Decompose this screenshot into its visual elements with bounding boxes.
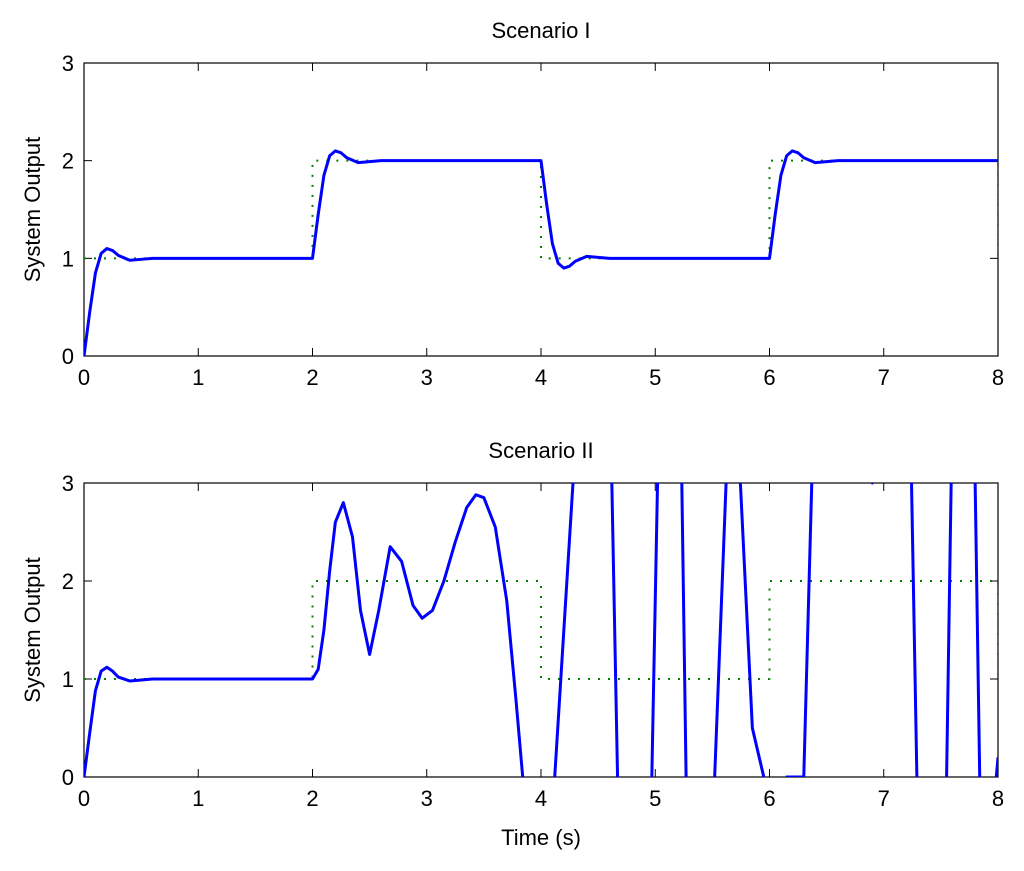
x-axis-label: Time (s): [501, 825, 581, 850]
x-tick-label: 8: [992, 786, 1004, 811]
y-tick-label: 1: [62, 667, 74, 692]
x-tick-label: 7: [878, 365, 890, 390]
chart-title: Scenario I: [491, 18, 590, 43]
output-line: [84, 149, 998, 356]
y-tick-label: 0: [62, 344, 74, 369]
output-series: [84, 483, 998, 777]
x-tick-label: 2: [306, 786, 318, 811]
y-tick-label: 2: [62, 569, 74, 594]
scenario-ii-panel: Scenario II System Output Time (s) 0 1 2 3 4…: [20, 438, 1004, 850]
x-tick-label: 2: [306, 365, 318, 390]
tick-group: 0 1 2 3 4 5 6 7 8 0 1 2 3: [62, 471, 1004, 811]
scenario-i-panel: Scenario I System Output 0 1 2 3 4 5 6 7 8 0 1 2 3: [20, 18, 1004, 390]
reference-line: [84, 580, 998, 680]
x-tick-label: 8: [992, 365, 1004, 390]
plot-frame: [83, 482, 999, 778]
tick-group: 0 1 2 3 4 5 6 7 8 0 1 2 3: [62, 51, 1004, 390]
output-line: [84, 483, 998, 777]
x-tick-label: 4: [535, 365, 547, 390]
output-series: [84, 149, 998, 356]
y-axis-label: System Output: [20, 137, 45, 283]
y-tick-label: 3: [62, 51, 74, 76]
x-tick-label: 0: [78, 786, 90, 811]
x-tick-label: 6: [763, 365, 775, 390]
x-tick-label: 6: [763, 786, 775, 811]
y-tick-label: 3: [62, 471, 74, 496]
x-tick-label: 1: [192, 786, 204, 811]
y-axis-label: System Output: [20, 557, 45, 703]
x-tick-label: 5: [649, 786, 661, 811]
x-tick-label: 0: [78, 365, 90, 390]
y-tick-label: 1: [62, 246, 74, 271]
x-tick-label: 4: [535, 786, 547, 811]
plot-frame: [83, 62, 999, 357]
reference-series: [84, 580, 998, 680]
x-tick-label: 7: [878, 786, 890, 811]
x-tick-label: 3: [421, 365, 433, 390]
y-tick-label: 0: [62, 765, 74, 790]
x-tick-label: 5: [649, 365, 661, 390]
y-tick-label: 2: [62, 149, 74, 174]
x-tick-label: 1: [192, 365, 204, 390]
x-tick-label: 3: [421, 786, 433, 811]
chart-title: Scenario II: [488, 438, 593, 463]
